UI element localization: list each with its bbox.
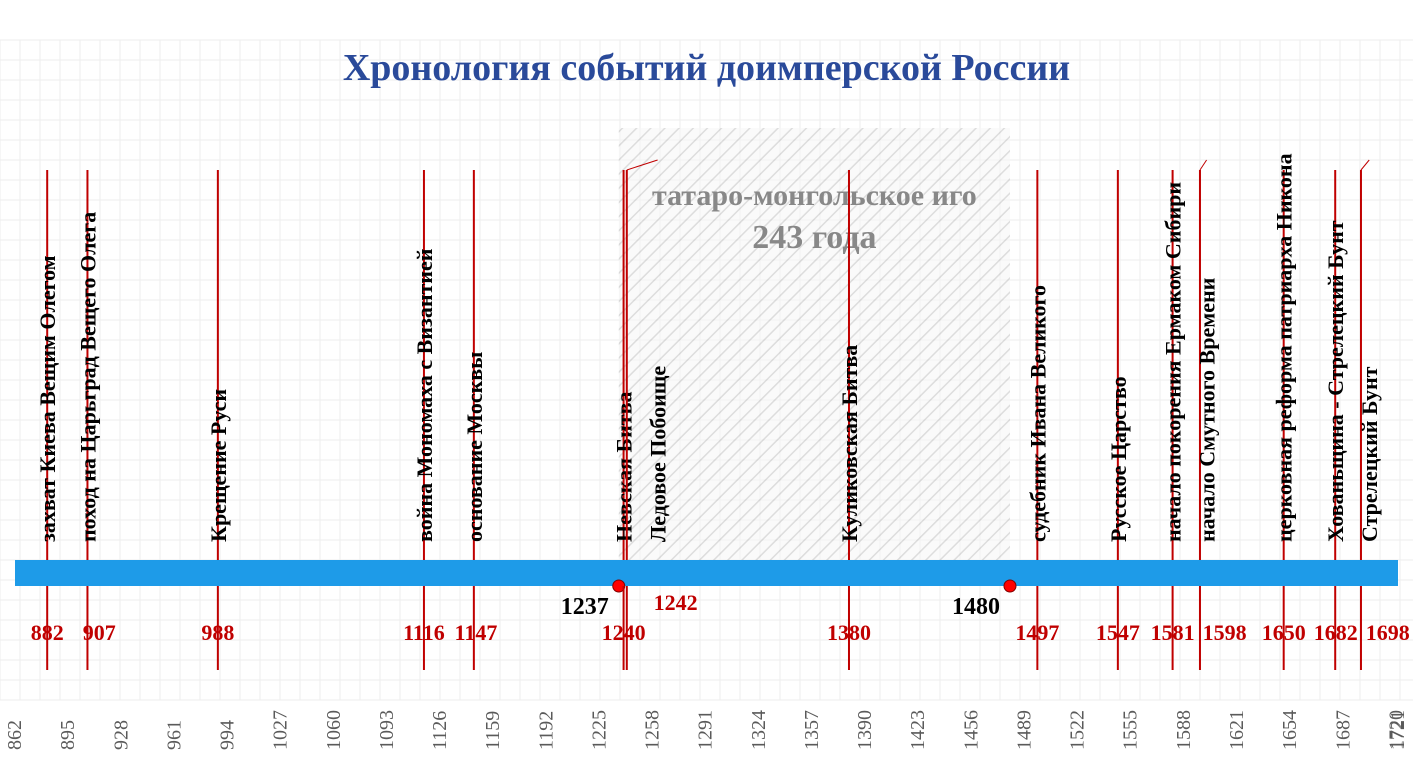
axis-tick: 1654 xyxy=(1279,710,1301,750)
event-label: основание Москвы xyxy=(462,352,487,542)
event-label: Куликовская Битва xyxy=(837,345,862,542)
event-label: захват Киева Вещим Олегом xyxy=(35,255,60,542)
timeline-chart: татаро-монгольское иго 243 года 1237 1480 за… xyxy=(0,0,1413,762)
event-label: Хованьщина - Стрелецкий Бунт xyxy=(1323,220,1348,542)
event-label: начало покорения Ермаком Сибири xyxy=(1161,182,1186,542)
event-year: 1242 xyxy=(654,590,698,615)
axis-tick: 1423 xyxy=(907,710,929,750)
event-label: Ледовое Побоище xyxy=(646,366,671,542)
axis-tick: 1324 xyxy=(748,710,770,750)
event-label: поход на Царьград Вещего Олега xyxy=(75,212,100,542)
axis-tick: 994 xyxy=(217,720,239,750)
event-year: 1497 xyxy=(1015,620,1059,645)
event-label: Русское Царство xyxy=(1106,376,1131,542)
axis-tick: 1027 xyxy=(270,710,292,750)
axis-tick: 1489 xyxy=(1013,710,1035,750)
event: захват Киева Вещим Олегом 882 xyxy=(31,170,64,670)
axis-tick: 1225 xyxy=(588,710,610,750)
event: Стрелецкий Бунт 1698 xyxy=(1357,160,1409,670)
axis-tick: 1126 xyxy=(429,711,451,750)
event-year: 1650 xyxy=(1262,620,1306,645)
event-label: начало Смутного Времени xyxy=(1195,277,1220,542)
event-year: 1380 xyxy=(827,620,871,645)
axis-tick: 1588 xyxy=(1173,710,1195,750)
axis-tick: 1522 xyxy=(1067,710,1089,750)
axis-tick: 1456 xyxy=(960,710,982,750)
event-year: 1147 xyxy=(455,620,498,645)
timeline-bar xyxy=(15,560,1398,586)
period-start-year: 1237 xyxy=(561,594,609,620)
event-year: 907 xyxy=(83,620,116,645)
event-year: 882 xyxy=(31,620,64,645)
axis-tick: 1159 xyxy=(482,711,504,750)
axis-tick: 1390 xyxy=(854,710,876,750)
period-region: татаро-монгольское иго 243 года xyxy=(619,128,1010,586)
event-year: 1598 xyxy=(1203,620,1247,645)
event-label: война Мономаха с Византией xyxy=(412,248,437,542)
period-end-dot xyxy=(1004,580,1016,592)
axis-tick: 961 xyxy=(163,720,185,750)
event-label: Крещение Руси xyxy=(206,389,231,542)
event-year: 1682 xyxy=(1314,620,1358,645)
period-label-line2: 243 года xyxy=(752,219,876,256)
event: начало Смутного Времени 1598 xyxy=(1195,160,1247,670)
event-year: 1116 xyxy=(403,620,445,645)
axis-tick: 928 xyxy=(110,720,132,750)
axis-tick: 895 xyxy=(57,720,79,750)
event-year: 1698 xyxy=(1366,620,1410,645)
period-end-year: 1480 xyxy=(952,594,1000,620)
event-year: 1547 xyxy=(1096,620,1140,645)
axis-tick: 1060 xyxy=(323,710,345,750)
event: церковная реформа патриарха Никона 1650 xyxy=(1262,153,1306,670)
axis-tick: 1687 xyxy=(1332,710,1354,750)
axis-tick: 1291 xyxy=(695,710,717,750)
event-label: церковная реформа патриарха Никона xyxy=(1272,153,1297,542)
axis-tick: 1621 xyxy=(1226,710,1248,750)
axis-tick: 1258 xyxy=(642,710,664,750)
axis-tick: 1357 xyxy=(801,710,823,750)
axis-tick: 1555 xyxy=(1120,710,1142,750)
axis-ticks: 862 895 928 961 994 1027 1060 1093 1126 1159 1192 1… xyxy=(4,710,1409,750)
period-label-line1: татаро-монгольское иго xyxy=(652,179,977,212)
event-label: судебник Ивана Великого xyxy=(1025,285,1050,542)
axis-tick: 862 xyxy=(4,720,26,750)
event-label: Невская Битва xyxy=(612,392,637,542)
event: Крещение Руси 988 xyxy=(201,170,234,670)
event-label: Стрелецкий Бунт xyxy=(1357,366,1382,542)
axis-tick: 1192 xyxy=(535,711,557,750)
axis-tick: 1093 xyxy=(376,710,398,750)
event-year: 1240 xyxy=(602,620,646,645)
axis-tick: 1721 xyxy=(1387,710,1409,750)
chart-title: Хронология событий доимперской России xyxy=(343,47,1070,89)
event-year: 988 xyxy=(201,620,234,645)
event-year: 1581 xyxy=(1151,620,1195,645)
